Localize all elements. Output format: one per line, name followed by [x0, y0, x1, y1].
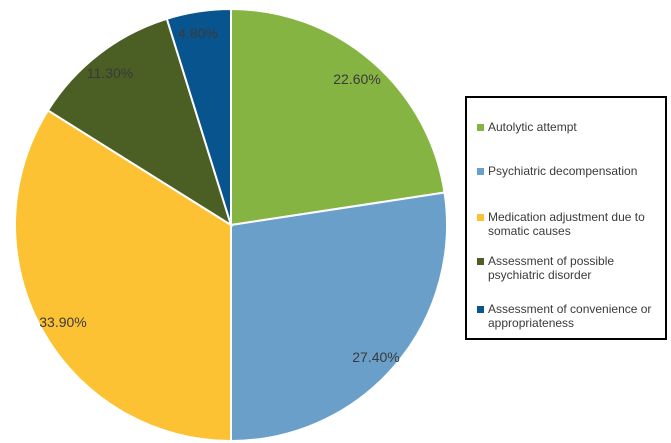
- legend-swatch: [477, 214, 484, 221]
- legend-swatch: [477, 258, 484, 265]
- slice-data-label: 33.90%: [39, 314, 86, 330]
- legend-label: Assessment of possible psychiatric disor…: [488, 254, 615, 282]
- legend-label: Autolytic attempt: [488, 120, 577, 134]
- legend-item-autolytic-attempt: Autolytic attempt: [477, 120, 665, 134]
- legend-item-medication-adjustment: Medication adjustment due to somatic cau…: [477, 210, 665, 238]
- legend-label: Assessment of convenience or appropriate…: [488, 302, 652, 330]
- pie-slice-2: [230, 191, 448, 443]
- slice-data-label: 27.40%: [352, 349, 399, 365]
- pie-slice-3: [13, 109, 232, 443]
- pie-slice-1: [230, 7, 446, 227]
- slice-data-label: 22.60%: [333, 71, 380, 87]
- legend-item-psychiatric-decompensation: Psychiatric decompensation: [477, 164, 665, 178]
- slice-data-label: 11.30%: [87, 65, 133, 81]
- legend-item-assessment-convenience: Assessment of convenience or appropriate…: [477, 302, 665, 330]
- pie-slice-5: [165, 7, 232, 226]
- legend-swatch: [477, 168, 484, 175]
- legend-label: Psychiatric decompensation: [488, 164, 638, 178]
- legend-label: Medication adjustment due to somatic cau…: [488, 210, 645, 238]
- legend-swatch: [477, 124, 484, 131]
- legend-swatch: [477, 306, 484, 313]
- chart-legend: Autolytic attempt Psychiatric decompensa…: [465, 96, 667, 340]
- slice-data-label: 4.80%: [178, 25, 218, 41]
- pie-slice-4: [46, 17, 233, 228]
- legend-item-assessment-psychiatric-disorder: Assessment of possible psychiatric disor…: [477, 254, 665, 282]
